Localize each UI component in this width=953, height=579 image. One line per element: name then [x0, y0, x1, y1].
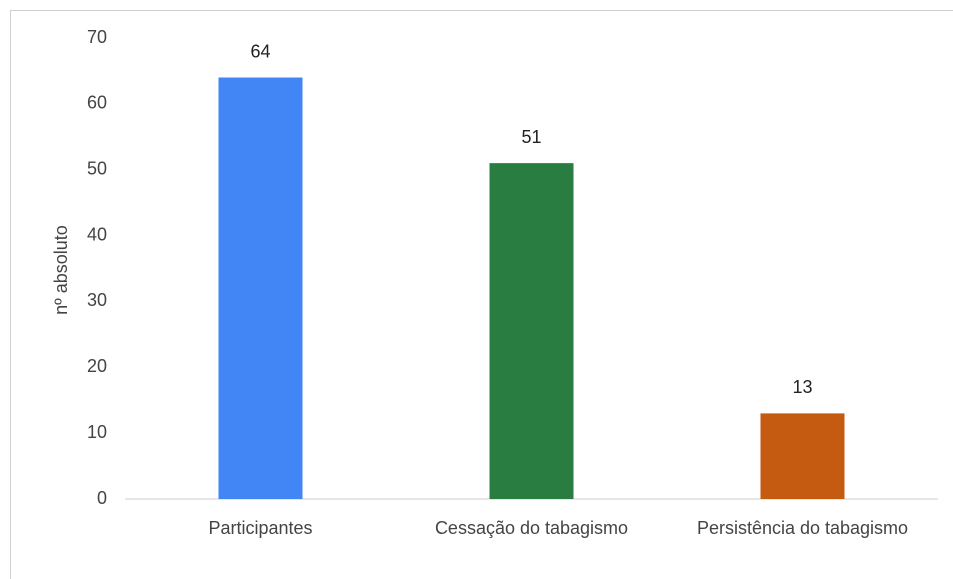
- y-tick-label: 10: [87, 422, 107, 442]
- y-tick-label: 60: [87, 93, 107, 113]
- y-tick-label: 0: [97, 488, 107, 508]
- y-axis-label: nº absoluto: [51, 225, 71, 315]
- y-tick-label: 40: [87, 224, 107, 244]
- x-tick-label: Persistência do tabagismo: [697, 518, 908, 538]
- data-label: 13: [792, 377, 812, 397]
- x-tick-label: Participantes: [208, 518, 312, 538]
- x-tick-label: Cessação do tabagismo: [435, 518, 628, 538]
- data-label: 64: [250, 41, 270, 61]
- bar: [760, 413, 845, 499]
- data-label: 51: [521, 127, 541, 147]
- bar: [218, 77, 303, 499]
- bar: [489, 163, 574, 499]
- y-tick-label: 30: [87, 290, 107, 310]
- y-tick-label: 50: [87, 158, 107, 178]
- chart-frame: [10, 10, 953, 579]
- y-tick-label: 70: [87, 27, 107, 47]
- y-tick-label: 20: [87, 356, 107, 376]
